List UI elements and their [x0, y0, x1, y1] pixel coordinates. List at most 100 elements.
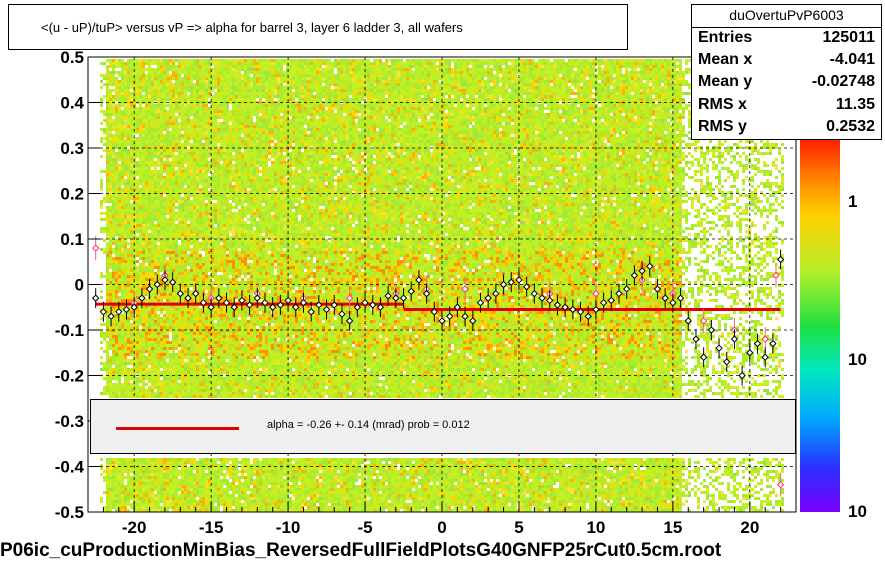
heatmap-cell — [136, 338, 139, 341]
heatmap-cell — [124, 164, 127, 167]
heatmap-cell — [145, 185, 148, 188]
heatmap-cell — [196, 347, 199, 350]
heatmap-cell — [142, 284, 145, 287]
heatmap-cell — [184, 503, 187, 506]
heatmap-cell — [127, 92, 130, 95]
heatmap-cell — [187, 140, 190, 143]
heatmap-cell — [202, 137, 205, 140]
heatmap-cell — [148, 245, 151, 248]
heatmap-cell — [160, 470, 163, 473]
heatmap-cell — [214, 365, 217, 368]
heatmap-cell — [205, 131, 208, 134]
heatmap-cell — [142, 236, 145, 239]
heatmap-cell — [202, 269, 205, 272]
heatmap-cell — [151, 368, 154, 371]
heatmap-cell — [130, 386, 133, 389]
heatmap-cell — [130, 92, 133, 95]
heatmap-cell — [130, 299, 133, 302]
heatmap-cell — [205, 248, 208, 251]
heatmap-cell — [163, 101, 166, 104]
heatmap-cell — [184, 188, 187, 191]
heatmap-cell — [199, 134, 202, 137]
heatmap-cell — [106, 200, 109, 203]
heatmap-cell — [130, 62, 133, 65]
heatmap-cell — [175, 293, 178, 296]
heatmap-cell — [118, 92, 121, 95]
heatmap-cell — [154, 128, 157, 131]
heatmap-cell — [127, 101, 130, 104]
heatmap-cell — [160, 476, 163, 479]
heatmap-cell — [193, 485, 196, 488]
heatmap-cell — [106, 209, 109, 212]
heatmap-cell — [166, 485, 169, 488]
heatmap-cell — [163, 386, 166, 389]
heatmap-cell — [220, 326, 223, 329]
heatmap-cell — [163, 335, 166, 338]
heatmap-cell — [121, 188, 124, 191]
heatmap-cell — [133, 119, 136, 122]
heatmap-cell — [214, 71, 217, 74]
heatmap-cell — [172, 326, 175, 329]
heatmap-cell — [109, 224, 112, 227]
heatmap-cell — [106, 365, 109, 368]
heatmap-cell — [106, 260, 109, 263]
heatmap-cell — [157, 260, 160, 263]
heatmap-cell — [199, 311, 202, 314]
heatmap-cell — [205, 113, 208, 116]
heatmap-cell — [130, 338, 133, 341]
heatmap-cell — [127, 188, 130, 191]
heatmap-cell — [121, 284, 124, 287]
heatmap-cell — [196, 329, 199, 332]
heatmap-cell — [172, 485, 175, 488]
heatmap-cell — [100, 335, 103, 338]
heatmap-cell — [133, 239, 136, 242]
heatmap-cell — [211, 317, 214, 320]
heatmap-cell — [172, 158, 175, 161]
heatmap-cell — [115, 230, 118, 233]
heatmap-cell — [205, 77, 208, 80]
heatmap-cell — [190, 278, 193, 281]
heatmap-cell — [124, 179, 127, 182]
heatmap-cell — [133, 329, 136, 332]
heatmap-cell — [211, 191, 214, 194]
heatmap-cell — [124, 368, 127, 371]
heatmap-cell — [199, 173, 202, 176]
heatmap-cell — [136, 392, 139, 395]
heatmap-cell — [202, 122, 205, 125]
heatmap-cell — [175, 275, 178, 278]
heatmap-cell — [196, 71, 199, 74]
heatmap-cell — [130, 278, 133, 281]
heatmap-cell — [166, 497, 169, 500]
heatmap-cell — [220, 128, 223, 131]
heatmap-cell — [118, 188, 121, 191]
heatmap-cell — [202, 257, 205, 260]
heatmap-cell — [109, 320, 112, 323]
heatmap-cell — [202, 320, 205, 323]
heatmap-cell — [127, 161, 130, 164]
heatmap-cell — [163, 470, 166, 473]
heatmap-cell — [178, 227, 181, 230]
heatmap-cell — [109, 107, 112, 110]
heatmap-cell — [130, 137, 133, 140]
heatmap-cell — [196, 257, 199, 260]
heatmap-cell — [169, 323, 172, 326]
heatmap-cell — [115, 92, 118, 95]
heatmap-cell — [196, 359, 199, 362]
heatmap-cell — [220, 284, 223, 287]
heatmap-cell — [193, 92, 196, 95]
heatmap-cell — [115, 479, 118, 482]
heatmap-cell — [208, 164, 211, 167]
heatmap-cell — [130, 71, 133, 74]
heatmap-cell — [187, 275, 190, 278]
heatmap-cell — [136, 335, 139, 338]
heatmap-cell — [184, 278, 187, 281]
heatmap-cell — [109, 377, 112, 380]
heatmap-cell — [178, 287, 181, 290]
heatmap-cell — [202, 353, 205, 356]
heatmap-cell — [106, 314, 109, 317]
heatmap-cell — [106, 83, 109, 86]
heatmap-cell — [178, 395, 181, 398]
heatmap-cell — [106, 269, 109, 272]
heatmap-cell — [127, 242, 130, 245]
heatmap-cell — [115, 209, 118, 212]
